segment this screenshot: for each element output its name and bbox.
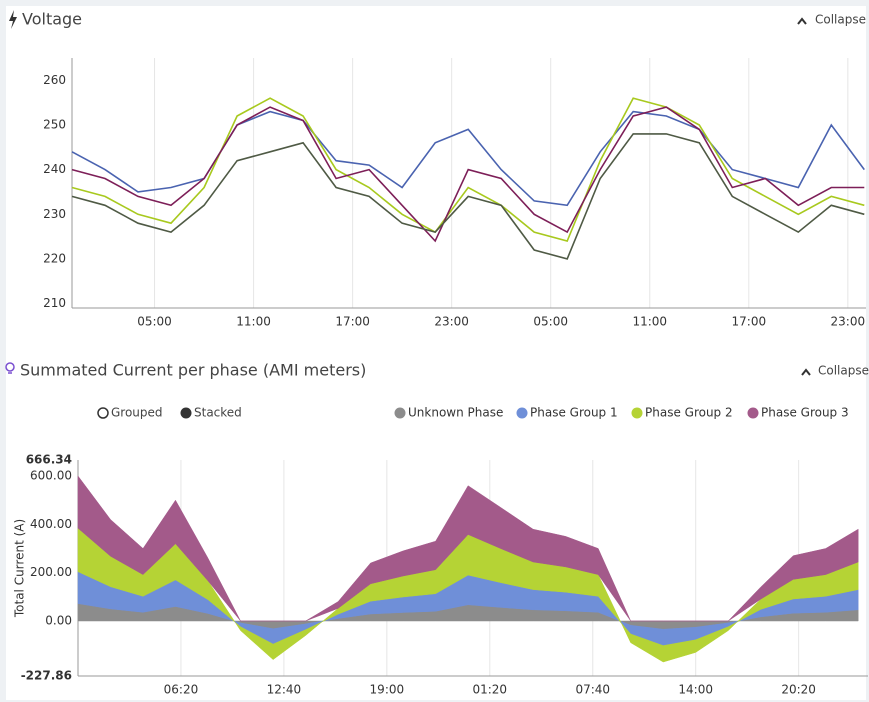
x-tick-label: 11:00	[236, 315, 271, 329]
y-tick-label: 666.34	[26, 453, 72, 467]
legend-label: Unknown Phase	[408, 406, 503, 420]
voltage-line	[71, 97, 865, 242]
x-tick-label: 20:20	[781, 683, 816, 697]
voltage-line	[71, 106, 865, 243]
legend-label: Phase Group 2	[645, 406, 733, 420]
voltage-line	[71, 133, 865, 260]
collapse-caret[interactable]	[801, 368, 811, 376]
y-tick-label: 210	[43, 296, 66, 310]
y-tick-label: 220	[43, 251, 66, 265]
collapse-button[interactable]: Collapse	[818, 364, 869, 378]
collapse-caret[interactable]	[797, 17, 807, 25]
panel-title: Voltage	[22, 10, 82, 29]
y-axis-label: Total Current (A)	[13, 519, 27, 618]
panel-title: Summated Current per phase (AMI meters)	[20, 361, 366, 380]
legend-swatch	[747, 407, 759, 419]
x-tick-label: 23:00	[831, 315, 866, 329]
x-tick-label: 06:20	[164, 683, 199, 697]
legend-swatch	[394, 407, 406, 419]
x-tick-label: 05:00	[137, 315, 172, 329]
x-tick-label: 17:00	[732, 315, 767, 329]
y-tick-label: 400.00	[30, 517, 72, 531]
x-tick-label: 19:00	[370, 683, 405, 697]
legend-swatch	[631, 407, 643, 419]
x-tick-label: 11:00	[632, 315, 667, 329]
x-tick-label: 12:40	[267, 683, 302, 697]
y-tick-label: 0.00	[45, 613, 72, 627]
bulb-icon	[5, 362, 15, 374]
legend-label: Phase Group 3	[761, 406, 849, 420]
y-tick-label: 200.00	[30, 565, 72, 579]
x-tick-label: 07:40	[575, 683, 610, 697]
x-tick-label: 17:00	[335, 315, 370, 329]
x-tick-label: 01:20	[472, 683, 507, 697]
radio[interactable]	[97, 407, 109, 419]
legend-label: Phase Group 1	[530, 406, 618, 420]
y-tick-label: 240	[43, 162, 66, 176]
x-tick-label: 05:00	[533, 315, 568, 329]
legend-swatch	[516, 407, 528, 419]
radio-label[interactable]: Stacked	[194, 406, 242, 420]
y-tick-label: 260	[43, 73, 66, 87]
x-tick-label: 14:00	[678, 683, 713, 697]
y-tick-label: -227.86	[21, 669, 72, 683]
y-tick-label: 250	[43, 117, 66, 131]
x-tick-label: 23:00	[434, 315, 469, 329]
stacked-area	[77, 475, 859, 622]
radio-label[interactable]: Grouped	[111, 406, 163, 420]
collapse-button[interactable]: Collapse	[815, 13, 866, 27]
radio[interactable]	[180, 407, 192, 419]
voltage-icon	[9, 10, 17, 29]
y-tick-label: 600.00	[30, 469, 72, 483]
y-tick-label: 230	[43, 207, 66, 221]
